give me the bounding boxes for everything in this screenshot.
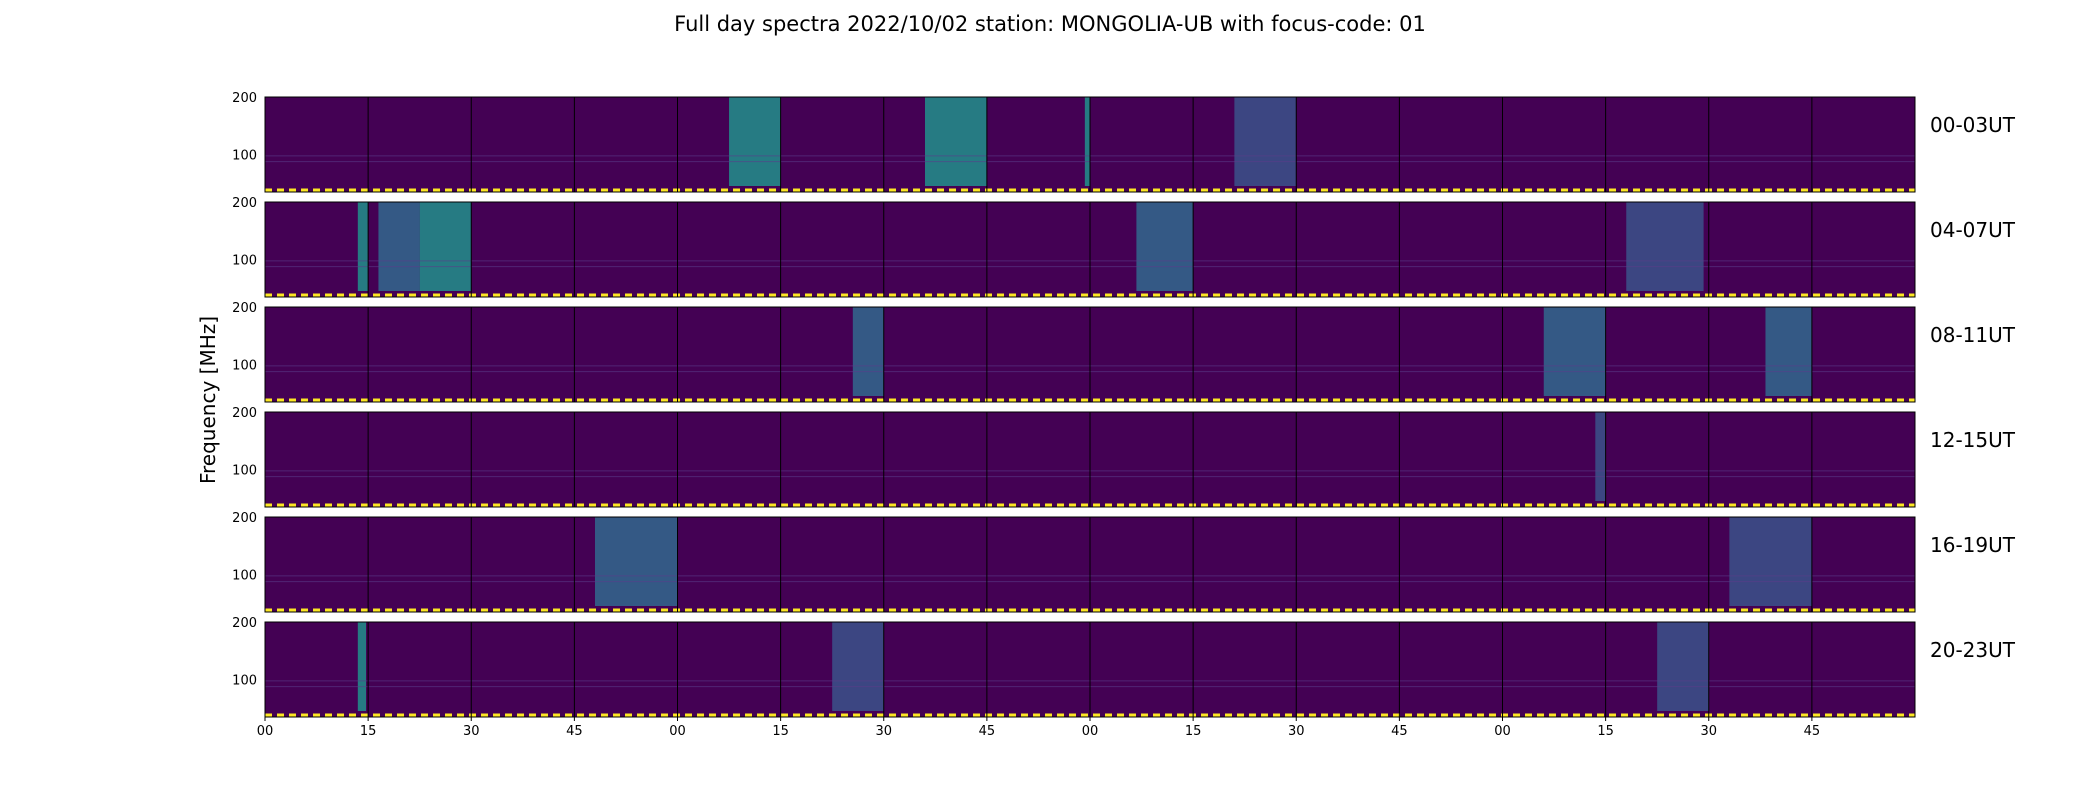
row-label-5: 20-23UT — [1930, 638, 2016, 662]
burst-3-0 — [1595, 412, 1606, 501]
row-frame-0 — [264, 96, 1916, 193]
row-frame-3 — [264, 411, 1916, 508]
y-tick-label-1-1: 100 — [232, 254, 257, 269]
row-label-3: 12-15UT — [1930, 428, 2016, 452]
burst-5-2 — [1657, 622, 1709, 711]
x-tick-label-6: 30 — [875, 724, 892, 739]
burst-0-1 — [925, 97, 987, 186]
x-tick-label-5: 15 — [772, 724, 789, 739]
burst-0-3 — [1234, 97, 1297, 186]
y-tick-label-4-1: 100 — [232, 569, 257, 584]
x-tick-label-2: 30 — [463, 724, 480, 739]
burst-4-1 — [1729, 517, 1812, 606]
y-tick-label-5-1: 100 — [232, 674, 257, 689]
row-frame-1 — [264, 201, 1916, 298]
burst-1-3 — [1136, 202, 1194, 291]
x-tick-label-3: 45 — [566, 724, 583, 739]
burst-0-2 — [1084, 97, 1090, 186]
x-tick-label-7: 45 — [979, 724, 996, 739]
burst-0-0 — [729, 97, 781, 186]
x-tick-label-12: 00 — [1494, 724, 1511, 739]
y-tick-label-3-1: 100 — [232, 464, 257, 479]
y-tick-label-2-1: 100 — [232, 359, 257, 374]
burst-4-0 — [595, 517, 678, 606]
x-tick-label-8: 00 — [1082, 724, 1099, 739]
row-label-4: 16-19UT — [1930, 533, 2016, 557]
row-frame-4 — [264, 516, 1916, 613]
burst-5-1 — [832, 622, 884, 711]
burst-1-1 — [378, 202, 420, 291]
chart-title: Full day spectra 2022/10/02 station: MON… — [674, 12, 1426, 36]
row-label-2: 08-11UT — [1930, 323, 2016, 347]
x-tick-label-15: 45 — [1804, 724, 1821, 739]
burst-5-0 — [357, 622, 367, 711]
x-tick-label-11: 45 — [1391, 724, 1408, 739]
burst-1-2 — [419, 202, 472, 291]
x-tick-label-14: 30 — [1700, 724, 1717, 739]
burst-2-1 — [1543, 307, 1606, 396]
x-tick-label-13: 15 — [1597, 724, 1614, 739]
y-tick-label-0-1: 100 — [232, 149, 257, 164]
row-frame-2 — [264, 306, 1916, 403]
x-tick-label-4: 00 — [669, 724, 686, 739]
row-label-1: 04-07UT — [1930, 218, 2016, 242]
y-tick-label-0-0: 200 — [232, 91, 257, 106]
y-tick-label-2-0: 200 — [232, 301, 257, 316]
burst-1-0 — [357, 202, 369, 291]
burst-2-2 — [1765, 307, 1812, 396]
burst-1-4 — [1626, 202, 1704, 291]
y-tick-label-1-0: 200 — [232, 196, 257, 211]
x-tick-label-10: 30 — [1288, 724, 1305, 739]
x-tick-label-1: 15 — [360, 724, 377, 739]
y-tick-label-4-0: 200 — [232, 511, 257, 526]
y-tick-label-5-0: 200 — [232, 616, 257, 631]
row-label-0: 00-03UT — [1930, 113, 2016, 137]
y-tick-label-3-0: 200 — [232, 406, 257, 421]
x-tick-label-0: 00 — [257, 724, 274, 739]
x-tick-label-9: 15 — [1185, 724, 1202, 739]
burst-2-0 — [852, 307, 884, 396]
